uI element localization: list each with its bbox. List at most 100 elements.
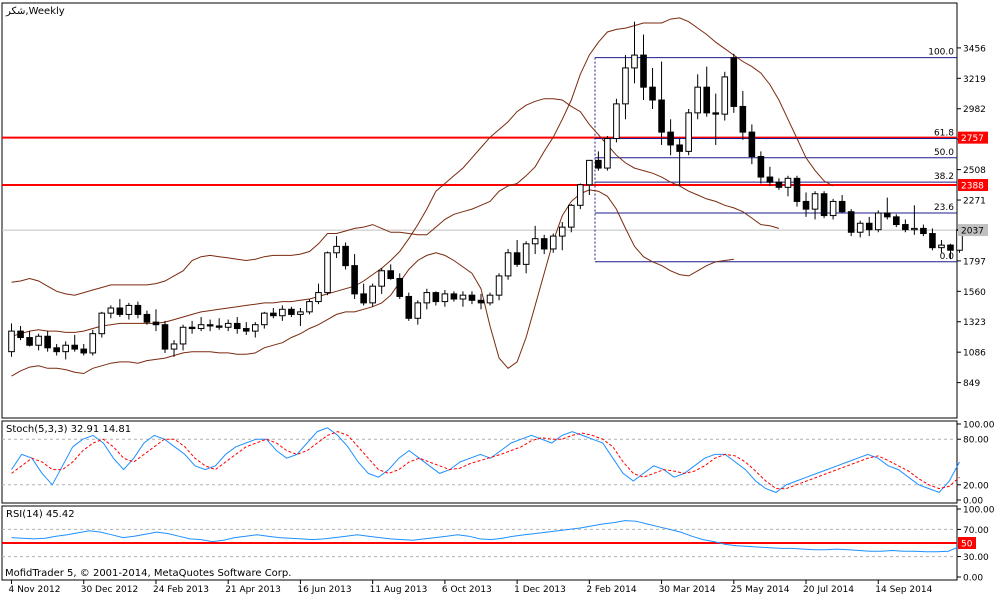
- stoch-tick-label: 0.00: [963, 497, 983, 507]
- candle-body: [179, 326, 187, 345]
- candle-body: [279, 308, 286, 317]
- candle-body: [306, 301, 313, 313]
- rsi-tick-label: 70.00: [963, 526, 989, 536]
- current-price-label: 2037: [961, 227, 984, 237]
- candle-body: [540, 238, 548, 250]
- candle-body: [80, 348, 88, 354]
- candle-body: [89, 333, 97, 354]
- candle-body: [233, 322, 241, 330]
- rsi-line: [11, 520, 960, 553]
- price-tick-label: 3456: [963, 44, 986, 54]
- stoch-tick-label: 20.00: [963, 481, 989, 491]
- bollinger-upper-line: [11, 17, 834, 296]
- candle-body: [793, 177, 801, 202]
- candle-body: [107, 307, 115, 314]
- candle-body: [495, 275, 503, 296]
- candle-body: [522, 243, 530, 265]
- candle-body: [640, 54, 647, 88]
- date-tick-label: 1 Dec 2013: [514, 585, 566, 595]
- candle-body: [450, 293, 458, 300]
- date-tick-label: 6 Oct 2013: [442, 585, 492, 595]
- date-tick-label: 4 Nov 2012: [9, 585, 61, 595]
- date-tick-label: 24 Feb 2013: [153, 585, 209, 595]
- date-tick-label: 30 Dec 2012: [81, 585, 139, 595]
- candle-body: [622, 67, 629, 105]
- candle-body: [558, 226, 566, 237]
- candle-body: [504, 252, 512, 277]
- date-tick-label: 14 Sep 2014: [875, 585, 932, 595]
- price-tick-label: 849: [963, 379, 980, 389]
- candle-body: [838, 200, 846, 213]
- candle-body: [125, 304, 133, 315]
- candle-body: [224, 322, 232, 328]
- candle-body: [586, 159, 593, 186]
- candle-body: [26, 337, 33, 346]
- candle-body: [414, 302, 422, 319]
- candle-body: [802, 200, 810, 210]
- candle-body: [251, 324, 259, 332]
- candle-body: [170, 343, 178, 350]
- candle-body: [396, 277, 404, 297]
- candle-body: [333, 245, 340, 254]
- candle-body: [613, 103, 620, 140]
- candle-body: [829, 200, 837, 217]
- candle-body: [188, 326, 196, 330]
- candle-body: [98, 312, 106, 335]
- candle-body: [649, 86, 656, 101]
- level-price-label: 2388: [961, 182, 984, 192]
- main-pane: [1, 2, 958, 419]
- price-tick-label: 3219: [963, 75, 986, 85]
- candle-body: [432, 292, 440, 303]
- candle-body: [947, 244, 954, 251]
- candle-body: [486, 294, 494, 304]
- fibonacci-level-label: 38.2: [934, 172, 954, 182]
- candle-body: [143, 313, 151, 323]
- stoch-pane: [1, 420, 958, 504]
- candle-body: [694, 86, 701, 114]
- candle-body: [441, 293, 449, 303]
- candle-body: [920, 227, 927, 235]
- level-price-box: [958, 179, 988, 192]
- date-tick-label: 25 May 2014: [731, 585, 790, 595]
- candle-body: [17, 330, 24, 339]
- candle-body: [360, 293, 367, 304]
- price-tick-label: 1560: [963, 288, 986, 298]
- candle-body: [748, 131, 756, 158]
- date-tick-label: 20 Jul 2014: [803, 585, 854, 595]
- price-tick-label: 2508: [963, 166, 986, 176]
- candle-body: [721, 76, 729, 115]
- candle-body: [929, 233, 936, 249]
- candle-body: [477, 299, 485, 304]
- candle-body: [342, 245, 349, 267]
- candle-body: [242, 328, 250, 332]
- candle-body: [703, 86, 711, 114]
- candle-body: [197, 324, 205, 330]
- candle-body: [676, 144, 683, 152]
- date-tick-label: 11 Aug 2013: [370, 585, 428, 595]
- candle-body: [134, 304, 142, 315]
- candle-body: [938, 244, 945, 249]
- price-tick-label: 1323: [963, 318, 986, 328]
- rsi-tick-label: 0.00: [963, 574, 983, 584]
- candle-body: [775, 181, 783, 188]
- candle-body: [206, 324, 214, 327]
- candle-body: [577, 184, 584, 206]
- candle-body: [604, 138, 611, 169]
- level-price-box: [958, 131, 988, 144]
- candle-body: [513, 252, 521, 265]
- candle-body: [152, 321, 160, 326]
- candle-body: [288, 308, 295, 315]
- rsi-tick-label: 100.00: [963, 506, 995, 516]
- rsi-title: RSI(14) 45.42: [6, 509, 75, 520]
- rsi-50-label: 50: [961, 540, 973, 550]
- candle-body: [35, 335, 42, 346]
- stoch-title: Stoch(5,3,3) 32.91 14.81: [6, 424, 131, 435]
- footer-copyright: MofidTrader 5, © 2001-2014, MetaQuotes S…: [5, 568, 291, 579]
- fibonacci-level-label: 100.0: [928, 48, 954, 58]
- fibonacci-level-label: 61.8: [934, 129, 954, 139]
- candle-body: [261, 312, 268, 326]
- date-tick-label: 30 Mar 2014: [659, 585, 716, 595]
- candle-body: [784, 177, 792, 188]
- date-tick-label: 21 Apr 2013: [225, 585, 281, 595]
- price-tick-label: 1086: [963, 349, 986, 359]
